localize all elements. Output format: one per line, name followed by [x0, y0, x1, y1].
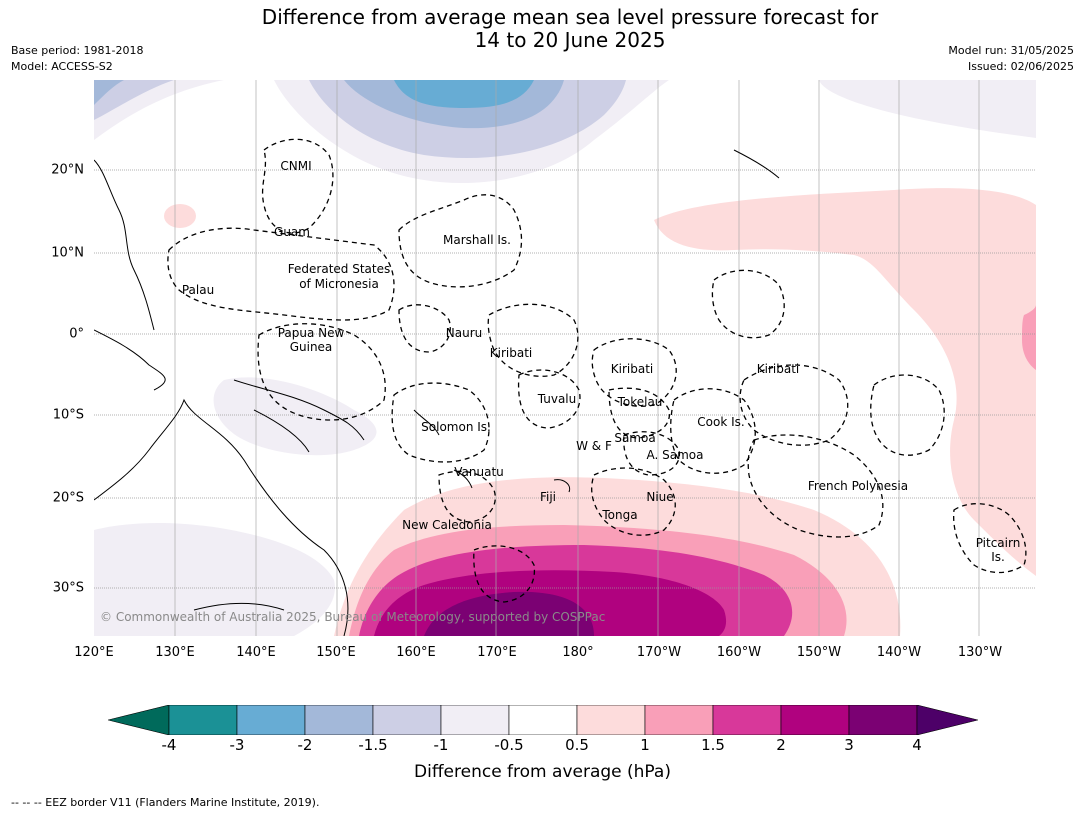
lon-label: 130°W — [957, 645, 1003, 660]
lat-label: 10°S — [52, 407, 84, 423]
colorbar-cell — [644, 705, 714, 735]
anomaly-neg-05-ne — [819, 80, 1036, 138]
place-label: Pitcairn — [975, 536, 1021, 550]
colorbar — [108, 705, 978, 735]
place-label: Marshall Is. — [443, 233, 511, 247]
place-label: Tuvalu — [537, 392, 577, 406]
lon-label: 160°E — [396, 645, 436, 660]
colorbar-extend-left — [108, 705, 170, 735]
title-line-1: Difference from average mean sea level p… — [261, 5, 879, 29]
colorbar-tick: -2 — [297, 736, 313, 754]
lon-label: 140°E — [236, 645, 276, 660]
place-label: Solomon Is. — [421, 420, 491, 434]
colorbar-tick: 0.5 — [565, 736, 589, 754]
place-label: Guinea — [289, 340, 333, 354]
place-label: CNMI — [280, 159, 312, 173]
issued-date: Issued: 02/06/2025 — [967, 60, 1074, 73]
place-label: Papua New — [277, 326, 345, 340]
anomaly-pos-05-east — [654, 188, 1036, 576]
colorbar-tick: 2 — [776, 736, 786, 754]
model-name: Model: ACCESS-S2 — [11, 60, 113, 73]
coastlines — [94, 149, 780, 636]
eez-legend-note: -- -- -- EEZ border V11 (Flanders Marine… — [11, 796, 320, 809]
place-label: Samoa — [614, 431, 656, 445]
meta-right: Model run: 31/05/2025 Issued: 02/06/2025 — [948, 43, 1074, 75]
place-label: Tokelau — [617, 395, 663, 409]
lon-label: 150°E — [316, 645, 356, 660]
place-label: Palau — [181, 283, 215, 297]
lon-label: 160°W — [716, 645, 762, 660]
lon-gridlines — [174, 80, 980, 636]
place-label: French Polynesia — [807, 479, 909, 493]
lat-label: 20°N — [51, 162, 84, 178]
place-label: A. Samoa — [646, 448, 704, 462]
colorbar-cell — [848, 705, 918, 735]
meta-left: Base period: 1981-2018 Model: ACCESS-S2 — [11, 43, 143, 75]
colorbar-cell — [576, 705, 646, 735]
lat-label: 30°S — [52, 580, 84, 596]
place-label: Vanuatu — [454, 465, 504, 479]
lat-label: 10°N — [51, 245, 84, 261]
map-panel[interactable] — [94, 80, 1036, 636]
colorbar-tick: -3 — [229, 736, 245, 754]
anomaly-neg-05-coral — [213, 377, 377, 456]
colorbar-cell — [372, 705, 442, 735]
lat-label: 20°S — [52, 490, 84, 506]
title-line-2: 14 to 20 June 2025 — [474, 28, 666, 52]
colorbar-cell — [236, 705, 306, 735]
place-label: Kiribati — [610, 362, 654, 376]
colorbar-tick: 3 — [844, 736, 854, 754]
colorbar-cell — [508, 705, 578, 735]
eez-borders — [167, 138, 1027, 603]
colorbar-tick: -4 — [161, 736, 177, 754]
colorbar-tick: -0.5 — [494, 736, 524, 754]
model-run: Model run: 31/05/2025 — [948, 44, 1074, 57]
place-label: Cook Is. — [697, 415, 745, 429]
anomaly-pos-05-small — [164, 204, 196, 228]
place-label: Is. — [991, 550, 1005, 564]
lat-gridlines — [94, 169, 1036, 589]
lat-label: 0° — [69, 326, 84, 342]
colorbar-tick: 4 — [912, 736, 922, 754]
place-label: New Caledonia — [402, 518, 492, 532]
colorbar-cell — [780, 705, 850, 735]
colorbar-cell — [304, 705, 374, 735]
colorbar-tick: 1.5 — [701, 736, 725, 754]
copyright-notice: © Commonwealth of Australia 2025, Bureau… — [100, 610, 606, 624]
colorbar-tick: 1 — [640, 736, 650, 754]
lon-label: 180° — [562, 645, 594, 660]
colorbar-cells — [168, 705, 918, 735]
lon-label: 170°E — [477, 645, 517, 660]
place-label: W & F — [576, 439, 612, 453]
pressure-anomaly-map — [94, 80, 1036, 636]
anomaly-pos-1-east — [1022, 305, 1036, 370]
colorbar-label: Difference from average (hPa) — [414, 762, 671, 782]
lon-label: 120°E — [74, 645, 114, 660]
colorbar-tick: -1.5 — [358, 736, 388, 754]
place-label: Kiribati — [756, 362, 800, 376]
lon-label: 130°E — [155, 645, 195, 660]
colorbar-cell — [712, 705, 782, 735]
colorbar-tick: -1 — [433, 736, 449, 754]
base-period: Base period: 1981-2018 — [11, 44, 144, 57]
lon-label: 140°W — [876, 645, 922, 660]
anomaly-neg-2 — [394, 80, 534, 108]
place-label: of Micronesia — [299, 277, 379, 291]
lon-label: 150°W — [796, 645, 842, 660]
place-label: Kiribati — [489, 346, 533, 360]
chart-title: Difference from average mean sea level p… — [0, 6, 1085, 52]
place-label: Nauru — [445, 326, 483, 340]
place-label: Fiji — [539, 490, 557, 504]
place-label: Tonga — [602, 508, 638, 522]
colorbar-cell — [168, 705, 238, 735]
place-label: Guam — [274, 225, 310, 239]
colorbar-extend-right — [916, 705, 978, 735]
colorbar-cell — [440, 705, 510, 735]
anomaly-pos-3-south — [424, 591, 594, 636]
lon-label: 170°W — [636, 645, 682, 660]
place-label: Niue — [646, 490, 674, 504]
place-label: Federated States — [287, 262, 391, 276]
